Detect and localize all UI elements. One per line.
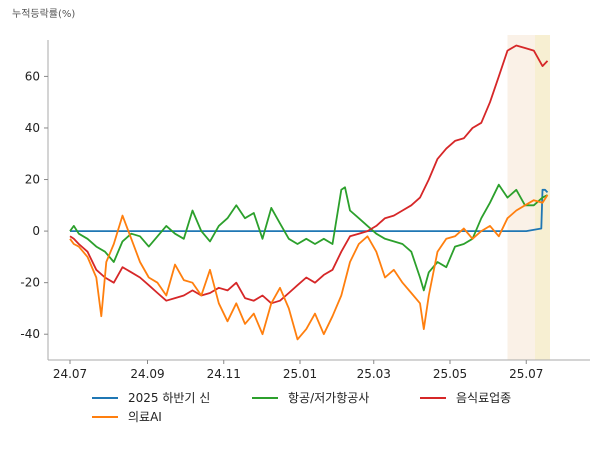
x-tick-label: 25.03 [357, 367, 391, 381]
x-tick-label: 25.05 [433, 367, 467, 381]
series-line-1 [70, 188, 549, 233]
legend-item-4: 의료AI [92, 410, 162, 424]
y-tick-label: 0 [32, 224, 40, 238]
legend-item-1: 2025 하반기 신 [92, 391, 210, 405]
y-axis-label: 누적등락률(%) [12, 8, 75, 20]
x-tick-label: 24.11 [207, 367, 241, 381]
series-lines [69, 44, 549, 341]
legend-item-3: 음식료업종 [420, 391, 511, 405]
series-line-2 [69, 183, 548, 292]
legend-label: 의료AI [128, 410, 162, 424]
x-tick-label: 24.07 [53, 367, 87, 381]
x-tick-label: 25.07 [509, 367, 543, 381]
x-tick-label: 24.09 [130, 367, 164, 381]
y-tick-label: 20 [25, 173, 40, 187]
x-tick-label: 25.01 [283, 367, 317, 381]
axes: -40 -20 0 20 40 60 24.07 24.09 24.11 25.01 25.03 25… [20, 40, 590, 381]
series-line-3 [69, 44, 549, 305]
series-line-4 [69, 194, 549, 341]
y-tick-label: -20 [20, 276, 40, 290]
legend-label: 항공/저가항공사 [288, 391, 369, 405]
legend-item-2: 항공/저가항공사 [252, 391, 369, 405]
y-tick-label: 60 [25, 69, 40, 83]
legend-label: 음식료업종 [456, 391, 511, 405]
y-tick-label: -40 [20, 327, 40, 341]
legend-label: 2025 하반기 신 [128, 391, 210, 405]
y-tick-label: 40 [25, 121, 40, 135]
